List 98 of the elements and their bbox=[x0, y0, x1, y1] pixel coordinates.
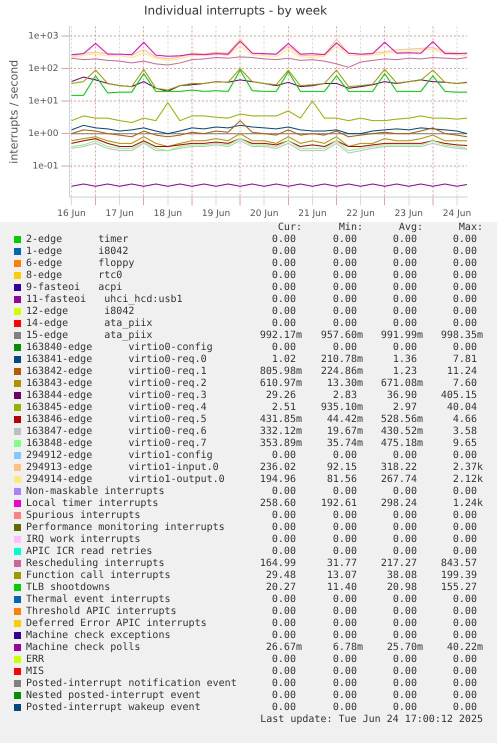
legend-label: 9-fasteoi acpi bbox=[26, 282, 122, 294]
text: 0.00 0.00 0.00 0.00 bbox=[272, 270, 477, 281]
y-tick-label: 1e+01 bbox=[28, 96, 58, 106]
legend-label: Deferred Error APIC interrupts bbox=[26, 618, 207, 630]
legend-label: Nested posted-interrupt event bbox=[26, 690, 201, 702]
text: 0.00 0.00 0.00 0.00 bbox=[272, 618, 477, 629]
text: 992.17m 957.60m 991.99m 998.35m bbox=[260, 330, 483, 341]
text: 236.02 92.15 318.22 2.37k bbox=[260, 462, 483, 473]
legend-label: 294912-edge virtio1-config bbox=[26, 450, 213, 462]
text: 0.00 0.00 0.00 0.00 bbox=[272, 234, 477, 245]
x-tick-label: 23 Jun bbox=[394, 208, 423, 219]
x-tick-label: 19 Jun bbox=[202, 208, 230, 219]
text: 353.89m 35.74m 475.18m 9.65 bbox=[260, 438, 477, 449]
text: 258.60 192.61 298.24 1.24k bbox=[260, 498, 483, 509]
text: 0.00 0.00 0.00 0.00 bbox=[272, 534, 477, 545]
legend-label: Posted-interrupt notification event bbox=[26, 678, 237, 690]
text: 0.00 0.00 0.00 0.00 bbox=[272, 510, 477, 521]
x-tick-label: 21 Jun bbox=[298, 208, 327, 219]
legend-label: 163847-edge virtio0-req.6 bbox=[26, 426, 207, 438]
text: 1.02 210.78m 1.36 7.81 bbox=[272, 354, 477, 365]
x-tick-label: 16 Jun bbox=[57, 208, 86, 219]
legend-label: 15-edge ata_piix bbox=[26, 330, 152, 342]
legend-label: 294913-edge virtio1-input.0 bbox=[26, 462, 219, 474]
legend-label: Threshold APIC interrupts bbox=[26, 606, 177, 618]
legend-label: APIC ICR read retries bbox=[26, 546, 152, 558]
legend-label: Non-maskable interrupts bbox=[26, 486, 164, 498]
y-tick-label: 1e+02 bbox=[28, 64, 58, 74]
legend-label: Function call interrupts bbox=[26, 570, 170, 582]
legend-label: Machine check exceptions bbox=[26, 630, 170, 642]
text: 0.00 0.00 0.00 0.00 bbox=[272, 246, 477, 257]
legend-label: 163842-edge virtio0-req.1 bbox=[26, 366, 207, 378]
text: 332.12m 19.67m 430.52m 3.58 bbox=[260, 426, 477, 437]
legend-label: 8-edge rtc0 bbox=[26, 270, 122, 282]
legend-label: Performance monitoring interrupts bbox=[26, 522, 225, 534]
legend-label: 2-edge timer bbox=[26, 234, 128, 246]
text: 0.00 0.00 0.00 0.00 bbox=[272, 294, 477, 305]
legend-label: ERR bbox=[26, 654, 44, 666]
text: 0.00 0.00 0.00 0.00 bbox=[272, 450, 477, 461]
legend-label: MIS bbox=[26, 666, 44, 678]
chart-title: Individual interrupts - by week bbox=[144, 3, 328, 18]
legend-label: 6-edge floppy bbox=[26, 258, 134, 270]
legend-label: Spurious interrupts bbox=[26, 510, 140, 522]
text: 26.67m 6.78m 25.70m 40.22m bbox=[266, 642, 483, 653]
text: 2.51 935.10m 2.97 40.04 bbox=[272, 402, 477, 413]
x-tick-label: 17 Jun bbox=[105, 208, 134, 219]
text: 29.26 2.83 36.90 405.15 bbox=[266, 390, 477, 401]
legend-label: Local timer interrupts bbox=[26, 498, 158, 510]
text: 0.00 0.00 0.00 0.00 bbox=[272, 666, 477, 677]
text: 0.00 0.00 0.00 0.00 bbox=[272, 690, 477, 701]
legend-label: 163844-edge virtio0-req.3 bbox=[26, 390, 207, 402]
text: 0.00 0.00 0.00 0.00 bbox=[272, 606, 477, 617]
legend-label: 163843-edge virtio0-req.2 bbox=[26, 378, 207, 390]
legend-label: 163846-edge virtio0-req.5 bbox=[26, 414, 207, 426]
legend-label: Rescheduling interrupts bbox=[26, 558, 164, 570]
text: 0.00 0.00 0.00 0.00 bbox=[272, 258, 477, 269]
x-tick-label: 18 Jun bbox=[154, 208, 182, 219]
text: 29.48 13.07 38.08 199.39 bbox=[266, 570, 477, 581]
text: Last update: Tue Jun 24 17:00:12 2025 bbox=[260, 714, 483, 726]
text: 0.00 0.00 0.00 0.00 bbox=[272, 702, 477, 713]
text: 0.00 0.00 0.00 0.00 bbox=[272, 282, 477, 293]
y-tick-label: 1e-01 bbox=[32, 161, 58, 172]
text: 0.00 0.00 0.00 0.00 bbox=[272, 486, 477, 497]
x-tick-label: 20 Jun bbox=[250, 208, 278, 219]
legend-label: 163845-edge virtio0-req.4 bbox=[26, 402, 207, 414]
text: 0.00 0.00 0.00 0.00 bbox=[272, 306, 477, 317]
y-tick-label: 1e+00 bbox=[28, 128, 59, 139]
text: 805.98m 224.86m 1.23 11.24 bbox=[260, 366, 477, 377]
text: 610.97m 13.30m 671.08m 7.60 bbox=[260, 378, 477, 389]
legend-label: Thermal event interrupts bbox=[26, 594, 170, 606]
legend-label: 14-edge ata_piix bbox=[26, 318, 152, 330]
text: 0.00 0.00 0.00 0.00 bbox=[272, 546, 477, 557]
x-tick-label: 24 Jun bbox=[442, 208, 472, 219]
text: Cur: Min: Avg: Max: bbox=[278, 222, 483, 233]
text: 20.27 11.40 20.98 155.27 bbox=[266, 582, 477, 593]
legend-label: IRQ work interrupts bbox=[26, 534, 140, 546]
legend-label: 1-edge i8042 bbox=[26, 246, 128, 258]
text: 431.85m 44.42m 528.56m 4.66 bbox=[260, 414, 477, 425]
legend-label: 12-edge i8042 bbox=[26, 306, 134, 318]
y-axis-title: interrupts / second bbox=[7, 60, 20, 164]
text: 0.00 0.00 0.00 0.00 bbox=[272, 678, 477, 689]
text: 0.00 0.00 0.00 0.00 bbox=[272, 594, 477, 605]
text: 0.00 0.00 0.00 0.00 bbox=[272, 654, 477, 665]
text: 0.00 0.00 0.00 0.00 bbox=[272, 522, 477, 533]
x-tick-label: 22 Jun bbox=[346, 208, 375, 219]
text: 194.96 81.56 267.74 2.12k bbox=[260, 474, 483, 485]
text: 164.99 31.77 217.27 843.57 bbox=[260, 558, 477, 569]
legend-label: Machine check polls bbox=[26, 642, 140, 654]
legend-label: 163840-edge virtio0-config bbox=[26, 342, 213, 354]
legend-label: 163841-edge virtio0-req.0 bbox=[26, 354, 207, 366]
y-tick-label: 1e+03 bbox=[28, 32, 58, 42]
legend-label: 11-fasteoi uhci_hcd:usb1 bbox=[26, 294, 183, 306]
text: 0.00 0.00 0.00 0.00 bbox=[272, 630, 477, 641]
legend-label: 294914-edge virtio1-output.0 bbox=[26, 474, 225, 486]
text: 0.00 0.00 0.00 0.00 bbox=[272, 342, 477, 353]
legend-label: TLB shootdowns bbox=[26, 582, 110, 594]
text: 0.00 0.00 0.00 0.00 bbox=[272, 318, 477, 329]
legend-label: 163848-edge virtio0-req.7 bbox=[26, 438, 207, 450]
legend-label: Posted-interrupt wakeup event bbox=[26, 702, 201, 714]
